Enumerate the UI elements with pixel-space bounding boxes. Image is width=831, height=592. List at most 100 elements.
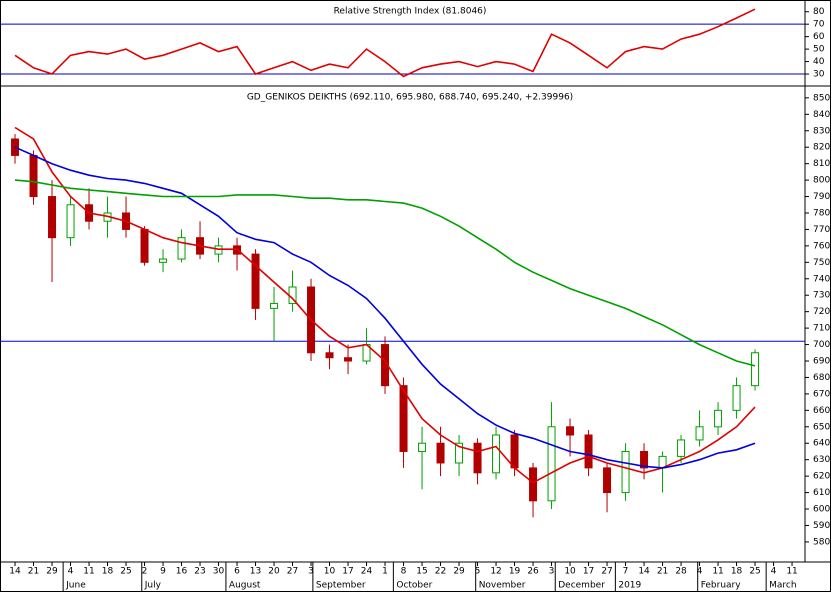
candle-body — [159, 258, 168, 263]
y-tick-label: 30 — [813, 70, 825, 80]
x-tick-label: 4 — [771, 567, 777, 577]
y-tick-label: 770 — [813, 225, 830, 235]
month-label: December — [558, 581, 605, 591]
candle-body — [695, 426, 704, 441]
x-tick-label: 15 — [416, 567, 427, 577]
x-tick-label: 11 — [712, 567, 723, 577]
x-tick-label: 14 — [638, 567, 650, 577]
candle-body — [344, 357, 353, 362]
candle-body — [603, 467, 612, 494]
x-tick-label: 4 — [68, 567, 74, 577]
x-tick-label: 10 — [564, 567, 576, 577]
x-tick-label: 25 — [120, 567, 131, 577]
y-tick-label: 740 — [813, 274, 830, 284]
y-tick-label: 680 — [813, 373, 830, 383]
month-label: September — [316, 581, 366, 591]
month-label: March — [769, 581, 796, 591]
x-tick-label: 17 — [583, 567, 594, 577]
y-tick-label: 590 — [813, 521, 830, 531]
y-tick-label: 700 — [813, 340, 830, 350]
y-tick-label: 690 — [813, 357, 830, 367]
x-tick-label: 9 — [160, 567, 166, 577]
y-tick-label: 630 — [813, 455, 830, 465]
candle-body — [48, 196, 57, 239]
x-tick-label: 22 — [435, 567, 446, 577]
x-tick-label: 23 — [194, 567, 205, 577]
x-tick-label: 21 — [28, 567, 39, 577]
candle-body — [584, 434, 593, 469]
y-tick-label: 840 — [813, 110, 830, 120]
candle-body — [381, 344, 390, 387]
y-tick-label: 620 — [813, 472, 830, 482]
y-tick-label: 660 — [813, 406, 830, 416]
y-tick-label: 600 — [813, 505, 830, 515]
y-tick-label: 780 — [813, 208, 830, 218]
rsi-title: Relative Strength Index (81.8046) — [334, 7, 487, 17]
candle-body — [473, 442, 482, 474]
y-tick-label: 750 — [813, 258, 830, 268]
candle-body — [270, 302, 279, 309]
y-tick-label: 800 — [813, 176, 830, 186]
candle-body — [492, 434, 501, 474]
month-label: November — [479, 581, 526, 591]
x-tick-label: 14 — [9, 567, 21, 577]
candle-body — [640, 450, 649, 469]
x-tick-label: 19 — [509, 567, 521, 577]
y-tick-label: 850 — [813, 93, 830, 103]
y-tick-label: 50 — [813, 45, 825, 55]
price-title: GD_GENIKOS DEIKTHS (692.110, 695.980, 68… — [247, 93, 573, 103]
candle-body — [566, 426, 575, 436]
x-tick-label: 11 — [786, 567, 797, 577]
x-tick-label: 7 — [623, 567, 629, 577]
x-tick-label: 28 — [675, 567, 687, 577]
candle-body — [510, 434, 519, 469]
y-tick-label: 820 — [813, 143, 830, 153]
x-tick-label: 20 — [268, 567, 280, 577]
candle-body — [677, 439, 686, 457]
candle-body — [29, 154, 38, 198]
candle-body — [732, 385, 741, 411]
y-tick-label: 610 — [813, 488, 830, 498]
moving-average-line — [14, 179, 756, 367]
x-tick-label: 5 — [475, 567, 481, 577]
x-tick-label: 29 — [46, 567, 58, 577]
y-tick-label: 80 — [813, 7, 825, 17]
candle-body — [418, 442, 427, 452]
x-tick-label: 27 — [287, 567, 298, 577]
x-tick-label: 16 — [176, 567, 188, 577]
y-tick-label: 60 — [813, 32, 825, 42]
month-label: July — [144, 581, 162, 591]
candle-body — [325, 352, 334, 359]
x-tick-label: 12 — [490, 567, 501, 577]
x-tick-label: 8 — [401, 567, 407, 577]
y-tick-label: 720 — [813, 307, 830, 317]
candle-body — [436, 442, 445, 464]
month-label: June — [65, 581, 86, 591]
y-tick-label: 670 — [813, 389, 830, 399]
x-tick-label: 2 — [142, 567, 148, 577]
x-tick-label: 21 — [657, 567, 668, 577]
x-tick-label: 10 — [324, 567, 336, 577]
month-label: October — [396, 581, 432, 591]
x-tick-label: 11 — [83, 567, 94, 577]
y-tick-label: 790 — [813, 192, 830, 202]
y-tick-label: 580 — [813, 537, 830, 547]
y-tick-label: 730 — [813, 291, 830, 301]
candle-body — [399, 385, 408, 452]
candle-body — [621, 450, 630, 494]
month-label: August — [229, 581, 261, 591]
x-tick-label: 29 — [453, 567, 465, 577]
y-tick-label: 710 — [813, 324, 830, 334]
y-tick-label: 760 — [813, 241, 830, 251]
y-tick-label: 650 — [813, 422, 830, 432]
x-tick-label: 13 — [250, 567, 261, 577]
y-tick-label: 830 — [813, 126, 830, 136]
y-tick-label: 70 — [813, 20, 825, 30]
candle-body — [455, 442, 464, 464]
x-tick-label: 3 — [549, 567, 555, 577]
candle-body — [140, 228, 149, 263]
x-tick-label: 1 — [382, 567, 388, 577]
x-tick-label: 6 — [234, 567, 240, 577]
